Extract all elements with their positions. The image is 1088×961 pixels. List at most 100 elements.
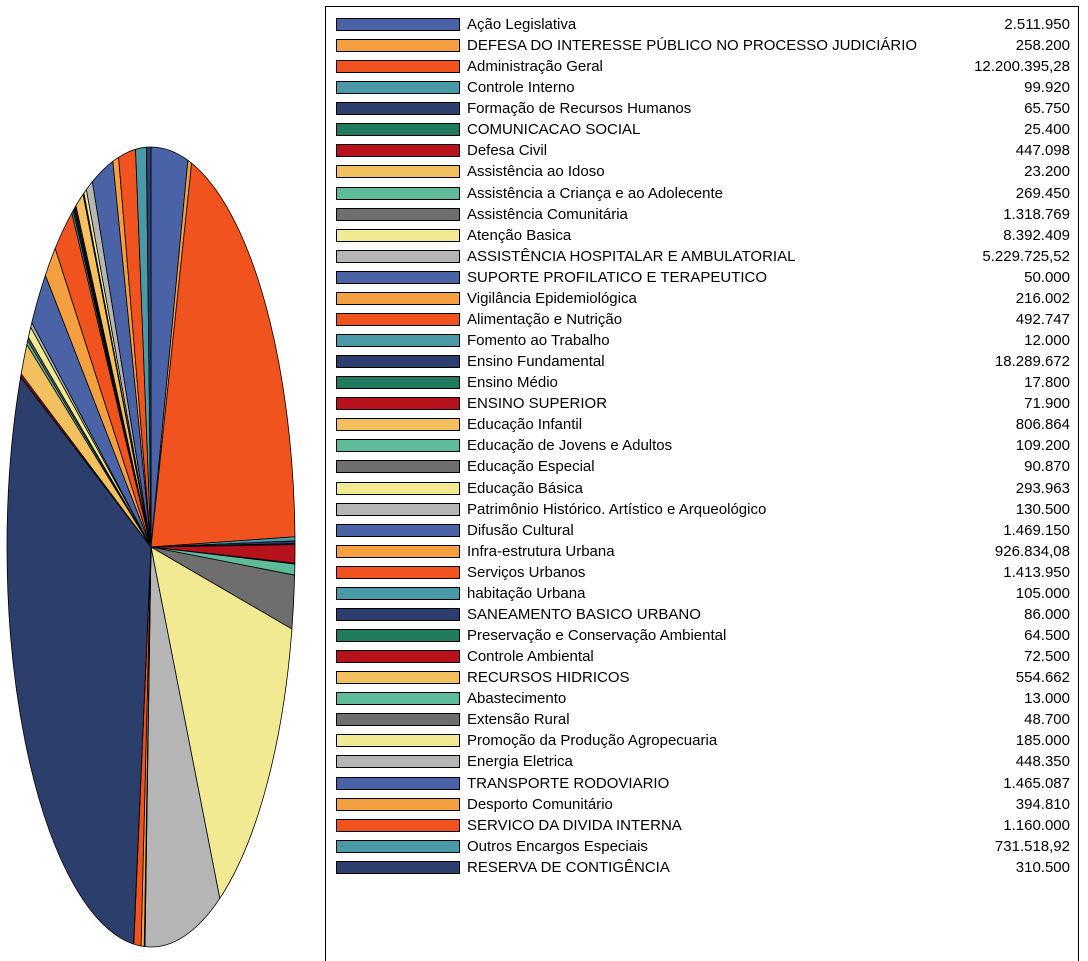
legend-label: Promoção da Produção Agropecuaria: [467, 732, 718, 750]
legend-label: Abastecimento: [467, 690, 567, 708]
legend-label: Outros Encargos Especiais: [467, 837, 648, 855]
legend-label: Extensão Rural: [467, 711, 570, 729]
legend-item: ASSISTÊNCIA HOSPITALAR E AMBULATORIAL 5.2…: [326, 246, 1078, 267]
legend-value: 99.920: [1024, 79, 1070, 97]
pie-slices: [6, 146, 296, 948]
legend-value: 554.662: [1015, 669, 1070, 687]
legend-label: Assistência Comunitária: [467, 205, 628, 223]
legend-label: Administração Geral: [467, 58, 603, 76]
legend-value: 1.469.150: [1003, 521, 1070, 539]
legend-item: Difusão Cultural 1.469.150: [326, 520, 1078, 541]
legend-swatch: [336, 39, 460, 53]
legend-item: RECURSOS HIDRICOS 554.662: [326, 667, 1078, 688]
legend-swatch: [336, 586, 460, 600]
legend-item: Assistência ao Idoso 23.200: [326, 161, 1078, 182]
legend-swatch: [336, 207, 460, 221]
legend-value: 258.200: [1015, 37, 1070, 55]
legend-swatch: [336, 439, 460, 453]
legend-label: Controle Interno: [467, 79, 575, 97]
legend-item: Fomento ao Trabalho 12.000: [326, 330, 1078, 351]
legend-label: Energia Eletrica: [467, 753, 573, 771]
legend-value: 86.000: [1024, 605, 1070, 623]
legend-label: Infra-estrutura Urbana: [467, 542, 615, 560]
legend-item: habitação Urbana 105.000: [326, 583, 1078, 604]
legend-swatch: [336, 123, 460, 137]
pie-slice: [150, 546, 293, 899]
legend-item: Controle Interno 99.920: [326, 77, 1078, 98]
legend-swatch: [336, 228, 460, 242]
legend-swatch: [336, 165, 460, 179]
legend-label: Educação Infantil: [467, 416, 583, 434]
legend-value: 310.500: [1015, 858, 1070, 876]
legend-label: Formação de Recursos Humanos: [467, 100, 692, 118]
legend-swatch: [336, 544, 460, 558]
legend-value: 13.000: [1024, 690, 1070, 708]
legend-item: RESERVA DE CONTIGÊNCIA 310.500: [326, 857, 1078, 878]
legend-swatch: [336, 144, 460, 158]
legend-value: 216.002: [1015, 289, 1070, 307]
legend-value: 1.465.087: [1003, 774, 1070, 792]
legend-swatch: [336, 502, 460, 516]
legend-swatch: [336, 692, 460, 706]
pie-slice: [6, 376, 152, 945]
pie-slice: [150, 162, 296, 548]
legend-value: 269.450: [1015, 184, 1070, 202]
legend-label: Alimentação e Nutrição: [467, 310, 623, 328]
legend-value: 492.747: [1015, 310, 1070, 328]
legend-value: 90.870: [1024, 458, 1070, 476]
legend-swatch: [336, 818, 460, 832]
legend-item: Vigilância Epidemiológica 216.002: [326, 288, 1078, 309]
legend-label: Vigilância Epidemiológica: [467, 289, 637, 307]
legend-label: TRANSPORTE RODOVIARIO: [467, 774, 670, 792]
legend-value: 130.500: [1015, 500, 1070, 518]
legend-swatch: [336, 249, 460, 263]
legend-item: Atenção Basica 8.392.409: [326, 225, 1078, 246]
legend-label: habitação Urbana: [467, 584, 586, 602]
legend-item: Serviços Urbanos 1.413.950: [326, 562, 1078, 583]
legend-item: Assistência Comunitária 1.318.769: [326, 204, 1078, 225]
legend-label: DEFESA DO INTERESSE PÚBLICO NO PROCESSO …: [467, 37, 918, 55]
legend-label: ASSISTÊNCIA HOSPITALAR E AMBULATORIAL: [467, 247, 796, 265]
legend-swatch: [336, 186, 460, 200]
legend-swatch: [336, 334, 460, 348]
legend-item: SUPORTE PROFILATICO E TERAPEUTICO 50.000: [326, 267, 1078, 288]
legend-label: Ação Legislativa: [467, 16, 577, 33]
legend-value: 394.810: [1015, 795, 1070, 813]
legend-item: Ensino Fundamental 18.289.672: [326, 351, 1078, 372]
legend-value: 5.229.725,52: [982, 247, 1070, 265]
legend-item: DEFESA DO INTERESSE PÚBLICO NO PROCESSO …: [326, 35, 1078, 56]
legend-item: Outros Encargos Especiais 731.518,92: [326, 836, 1078, 857]
legend-swatch: [336, 418, 460, 432]
legend-label: Preservação e Conservação Ambiental: [467, 627, 727, 645]
legend-value: 447.098: [1015, 142, 1070, 160]
legend-value: 12.200.395,28: [974, 58, 1070, 76]
legend-label: Ensino Médio: [467, 374, 558, 392]
legend-item: Educação de Jovens e Adultos 109.200: [326, 435, 1078, 456]
legend-label: Assistência ao Idoso: [467, 163, 605, 181]
legend-label: Ensino Fundamental: [467, 353, 605, 371]
legend-value: 48.700: [1024, 711, 1070, 729]
legend-label: Desporto Comunitário: [467, 795, 613, 813]
legend-item: Extensão Rural 48.700: [326, 709, 1078, 730]
legend-item: TRANSPORTE RODOVIARIO 1.465.087: [326, 773, 1078, 794]
legend-item: Educação Infantil 806.864: [326, 414, 1078, 435]
legend-value: 18.289.672: [994, 353, 1070, 371]
pie-chart: [6, 146, 296, 948]
legend-label: Serviços Urbanos: [467, 563, 586, 581]
legend-value: 17.800: [1024, 374, 1070, 392]
legend-value: 12.000: [1024, 332, 1070, 350]
legend-label: Atenção Basica: [467, 226, 572, 244]
legend-item: Preservação e Conservação Ambiental 64.50…: [326, 625, 1078, 646]
legend-label: RECURSOS HIDRICOS: [467, 669, 630, 687]
legend-label: Educação Básica: [467, 479, 583, 497]
legend-swatch: [336, 460, 460, 474]
legend-value: 8.392.409: [1003, 226, 1070, 244]
pie-slice: [144, 546, 221, 948]
legend-item: Promoção da Produção Agropecuaria 185.000: [326, 730, 1078, 751]
legend-value: 25.400: [1024, 121, 1070, 139]
legend-value: 23.200: [1024, 163, 1070, 181]
legend-swatch: [336, 839, 460, 853]
legend-value: 1.318.769: [1003, 205, 1070, 223]
legend-item: Desporto Comunitário 394.810: [326, 794, 1078, 815]
legend-item: Abastecimento 13.000: [326, 688, 1078, 709]
